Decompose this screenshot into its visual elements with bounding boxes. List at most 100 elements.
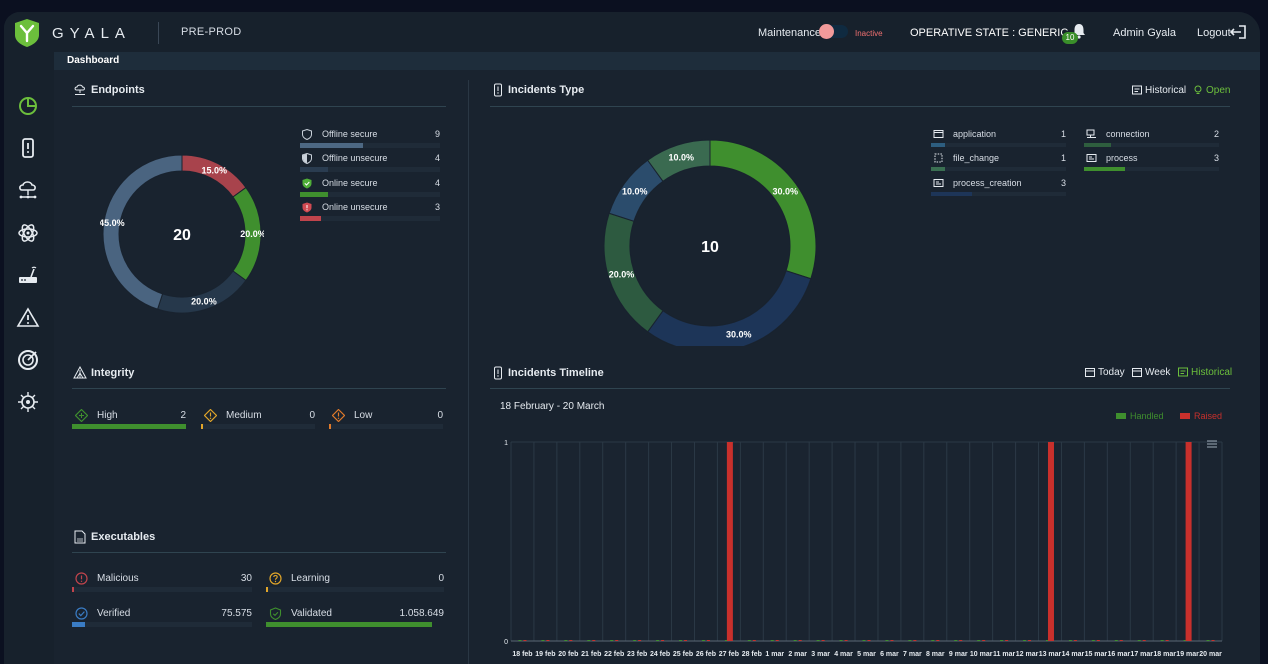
donut-slice[interactable] [646,139,711,182]
raised-bar[interactable] [890,640,894,641]
bug-icon[interactable] [16,390,40,414]
device-icon[interactable] [16,136,40,160]
donut-slice[interactable] [709,139,817,280]
executables-row-verified[interactable]: Verified 75.575 [72,607,252,630]
handled-bar[interactable] [839,640,843,641]
raised-bar[interactable] [752,640,756,641]
handled-bar[interactable] [1068,640,1072,641]
handled-bar[interactable] [862,640,866,641]
handled-bar[interactable] [1000,640,1004,641]
bell-icon[interactable] [1070,22,1088,40]
endpoints-legend-row[interactable]: Offline secure 9 [300,129,440,151]
handled-bar[interactable] [1023,640,1027,641]
raised-bar[interactable] [867,640,871,641]
integrity-row-high[interactable]: High 2 [72,409,186,432]
handled-bar[interactable] [610,640,614,641]
legend-label-handled[interactable]: Handled [1130,411,1164,421]
raised-bar[interactable] [592,640,596,641]
handled-bar[interactable] [977,640,981,641]
executables-row-learning[interactable]: Learning 0 [266,572,444,595]
handled-bar[interactable] [908,640,912,641]
raised-bar[interactable] [726,442,733,641]
handled-bar[interactable] [1183,640,1187,641]
raised-bar[interactable] [1028,640,1032,641]
handled-bar[interactable] [747,640,751,641]
incidents-type-legend-row[interactable]: file_change 1 [931,153,1066,175]
handled-bar[interactable] [770,640,774,641]
executables-row-malicious[interactable]: Malicious 30 [72,572,252,595]
handled-bar[interactable] [701,640,705,641]
endpoints-legend-row[interactable]: Online unsecure 3 [300,202,440,224]
integrity-row-low[interactable]: Low 0 [329,409,443,432]
raised-bar[interactable] [615,640,619,641]
raised-bar[interactable] [1073,640,1077,641]
incidents-type-legend-row[interactable]: process 3 [1084,153,1219,175]
handled-bar[interactable] [1160,640,1164,641]
raised-bar[interactable] [684,640,688,641]
notification-badge[interactable]: 10 [1062,32,1078,44]
handled-bar[interactable] [885,640,889,641]
handled-bar[interactable] [724,640,728,641]
raised-bar[interactable] [1165,640,1169,641]
filter-historical[interactable]: Historical [1132,85,1186,98]
handled-bar[interactable] [1137,640,1141,641]
router-icon[interactable] [16,264,40,288]
legend-label-raised[interactable]: Raised [1194,411,1222,421]
filter-historical[interactable]: Historical [1178,367,1234,380]
raised-bar[interactable] [569,640,573,641]
endpoints-legend-row[interactable]: Offline unsecure 4 [300,153,440,175]
raised-bar[interactable] [546,640,550,641]
handled-bar[interactable] [679,640,683,641]
handled-bar[interactable] [656,640,660,641]
handled-bar[interactable] [954,640,958,641]
incidents-type-legend-row[interactable]: connection 2 [1084,129,1219,151]
handled-bar[interactable] [518,640,522,641]
filter-week[interactable]: Week [1132,367,1172,380]
radar-icon[interactable] [16,348,40,372]
handled-bar[interactable] [587,640,591,641]
handled-bar[interactable] [816,640,820,641]
raised-bar[interactable] [1211,640,1215,641]
donut-slice[interactable] [156,270,247,314]
donut-slice[interactable] [181,154,247,198]
handled-bar[interactable] [1206,640,1210,641]
toggle-knob[interactable] [819,24,834,39]
handled-bar[interactable] [633,640,637,641]
logout-icon[interactable] [1230,25,1246,39]
dashboard-icon[interactable] [16,93,40,117]
handled-bar[interactable] [1091,640,1095,641]
incidents-type-legend-row[interactable]: process_creation 3 [931,178,1066,200]
raised-bar[interactable] [638,640,642,641]
integrity-row-medium[interactable]: Medium 0 [201,409,315,432]
raised-bar[interactable] [959,640,963,641]
atom-icon[interactable] [16,221,40,245]
cloud-network-icon[interactable] [16,178,40,202]
raised-bar[interactable] [523,640,527,641]
user-name[interactable]: Admin Gyala [1113,27,1176,39]
raised-bar[interactable] [1047,442,1054,641]
endpoints-legend-row[interactable]: Online secure 4 [300,178,440,200]
maintenance-toggle[interactable] [819,24,848,39]
handled-bar[interactable] [1045,640,1049,641]
gyala-logo-icon[interactable] [14,18,40,48]
handled-bar[interactable] [793,640,797,641]
filter-today[interactable]: Today [1085,367,1125,380]
raised-bar[interactable] [775,640,779,641]
incidents-type-legend-row[interactable]: application 1 [931,129,1066,151]
raised-bar[interactable] [844,640,848,641]
raised-bar[interactable] [1142,640,1146,641]
donut-slice[interactable] [102,154,183,310]
chart-menu-icon[interactable] [1207,440,1217,448]
raised-bar[interactable] [1096,640,1100,641]
raised-bar[interactable] [821,640,825,641]
raised-bar[interactable] [1119,640,1123,641]
raised-bar[interactable] [936,640,940,641]
raised-bar[interactable] [661,640,665,641]
raised-bar[interactable] [1005,640,1009,641]
raised-bar[interactable] [982,640,986,641]
tab-dashboard[interactable]: Dashboard [67,55,120,66]
logout-button[interactable]: Logout [1197,27,1231,39]
raised-bar[interactable] [913,640,917,641]
handled-bar[interactable] [931,640,935,641]
executables-row-validated[interactable]: Validated 1.058.649 [266,607,444,630]
